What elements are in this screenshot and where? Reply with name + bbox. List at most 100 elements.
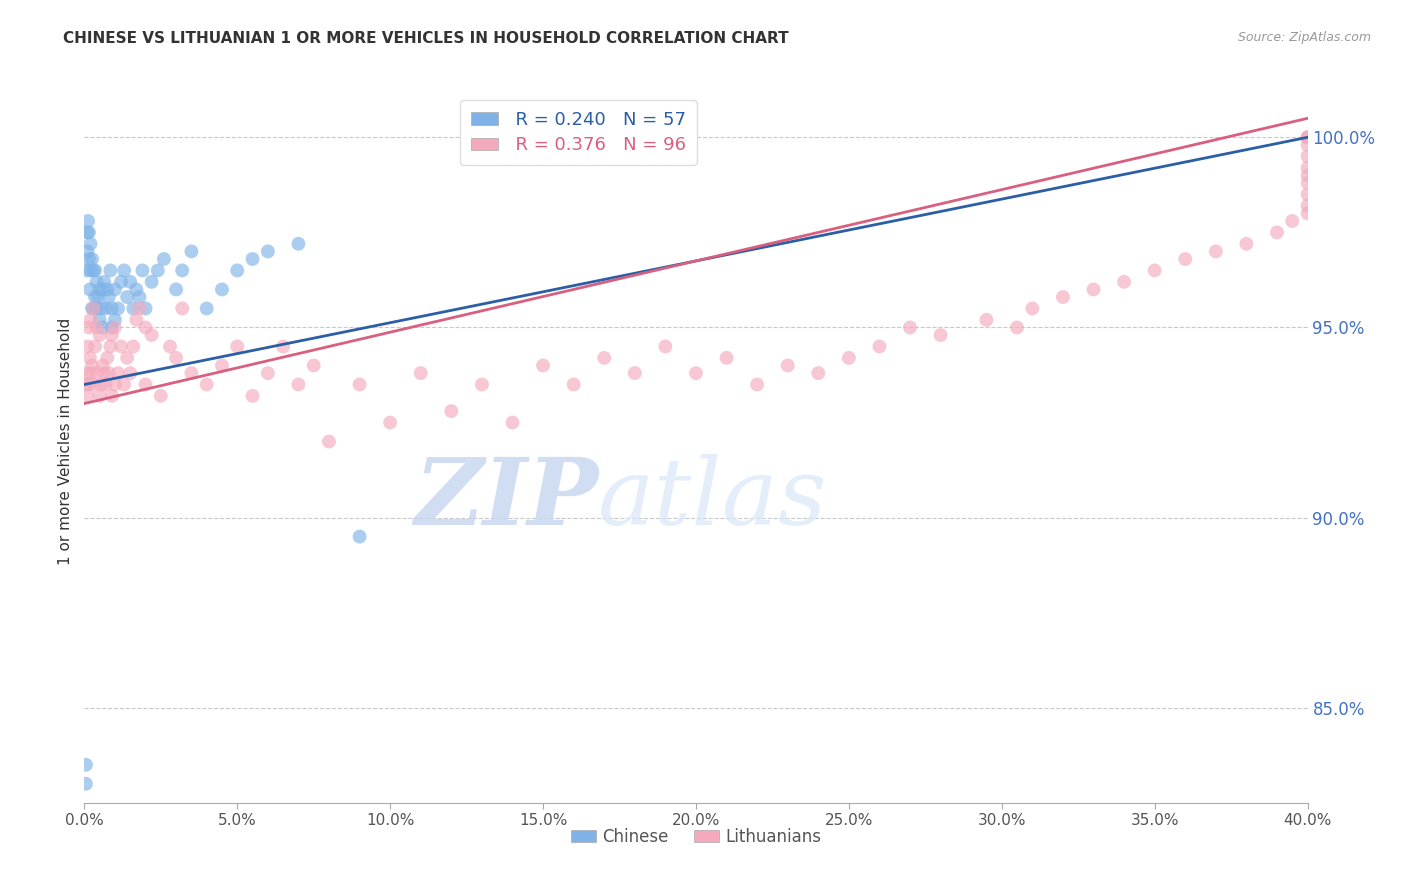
Text: Source: ZipAtlas.com: Source: ZipAtlas.com	[1237, 31, 1371, 45]
Point	[112, 377, 135, 392]
Point	[1174, 252, 1197, 266]
Point	[898, 320, 921, 334]
Point	[120, 275, 142, 289]
Point	[1296, 187, 1319, 202]
Point	[93, 275, 115, 289]
Point	[98, 339, 121, 353]
Point	[77, 320, 100, 334]
Point	[1296, 130, 1319, 145]
Point	[149, 389, 172, 403]
Point	[80, 301, 103, 316]
Point	[1205, 244, 1227, 259]
Point	[257, 244, 280, 259]
Point	[318, 434, 340, 449]
Point	[349, 377, 371, 392]
Point	[77, 214, 100, 228]
Point	[86, 320, 108, 334]
Point	[141, 328, 163, 343]
Point	[654, 339, 676, 353]
Point	[89, 313, 111, 327]
Point	[110, 339, 132, 353]
Legend: Chinese, Lithuanians: Chinese, Lithuanians	[564, 821, 828, 852]
Point	[115, 351, 138, 365]
Point	[80, 252, 103, 266]
Point	[77, 377, 100, 392]
Point	[807, 366, 830, 380]
Point	[502, 416, 524, 430]
Point	[1236, 236, 1258, 251]
Point	[1021, 301, 1043, 316]
Point	[90, 377, 112, 392]
Point	[976, 313, 998, 327]
Point	[471, 377, 494, 392]
Point	[1114, 275, 1136, 289]
Point	[211, 359, 233, 373]
Point	[89, 328, 111, 343]
Point	[1296, 206, 1319, 220]
Point	[79, 263, 101, 277]
Point	[93, 366, 115, 380]
Point	[76, 244, 98, 259]
Point	[1296, 161, 1319, 175]
Point	[107, 366, 129, 380]
Point	[122, 339, 145, 353]
Point	[86, 301, 108, 316]
Point	[1296, 137, 1319, 152]
Point	[86, 275, 108, 289]
Point	[747, 377, 769, 392]
Point	[302, 359, 325, 373]
Point	[195, 377, 218, 392]
Point	[128, 301, 150, 316]
Point	[76, 339, 98, 353]
Point	[87, 290, 110, 304]
Point	[165, 282, 187, 296]
Point	[1281, 214, 1303, 228]
Point	[409, 366, 432, 380]
Point	[91, 359, 114, 373]
Point	[79, 351, 101, 365]
Point	[83, 377, 105, 392]
Point	[1296, 130, 1319, 145]
Point	[1296, 199, 1319, 213]
Point	[86, 366, 108, 380]
Point	[180, 244, 202, 259]
Point	[76, 389, 98, 403]
Point	[1265, 226, 1288, 240]
Point	[101, 320, 124, 334]
Point	[159, 339, 181, 353]
Point	[624, 366, 647, 380]
Point	[94, 301, 117, 316]
Point	[104, 313, 127, 327]
Point	[226, 339, 249, 353]
Point	[110, 275, 132, 289]
Point	[440, 404, 463, 418]
Point	[97, 366, 120, 380]
Point	[1296, 169, 1319, 183]
Point	[79, 282, 101, 296]
Point	[257, 366, 280, 380]
Point	[98, 263, 121, 277]
Point	[869, 339, 891, 353]
Point	[776, 359, 799, 373]
Point	[1296, 149, 1319, 163]
Point	[242, 389, 264, 403]
Text: CHINESE VS LITHUANIAN 1 OR MORE VEHICLES IN HOUSEHOLD CORRELATION CHART: CHINESE VS LITHUANIAN 1 OR MORE VEHICLES…	[63, 31, 789, 46]
Point	[1052, 290, 1074, 304]
Point	[125, 313, 148, 327]
Point	[1005, 320, 1028, 334]
Point	[96, 351, 118, 365]
Point	[131, 263, 153, 277]
Y-axis label: 1 or more Vehicles in Household: 1 or more Vehicles in Household	[58, 318, 73, 566]
Point	[172, 301, 194, 316]
Text: atlas: atlas	[598, 454, 828, 544]
Point	[84, 290, 107, 304]
Point	[1083, 282, 1105, 296]
Point	[83, 301, 105, 316]
Point	[122, 301, 145, 316]
Point	[112, 263, 135, 277]
Point	[141, 275, 163, 289]
Point	[593, 351, 616, 365]
Point	[96, 282, 118, 296]
Point	[101, 389, 124, 403]
Point	[380, 416, 402, 430]
